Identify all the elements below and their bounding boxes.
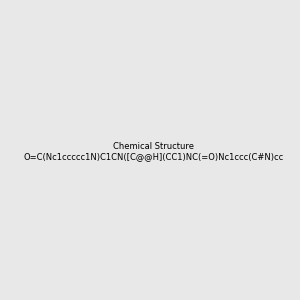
Text: Chemical Structure
O=C(Nc1ccccc1N)C1CN([C@@H](CC1)NC(=O)Nc1ccc(C#N)cc: Chemical Structure O=C(Nc1ccccc1N)C1CN([… — [24, 142, 284, 161]
